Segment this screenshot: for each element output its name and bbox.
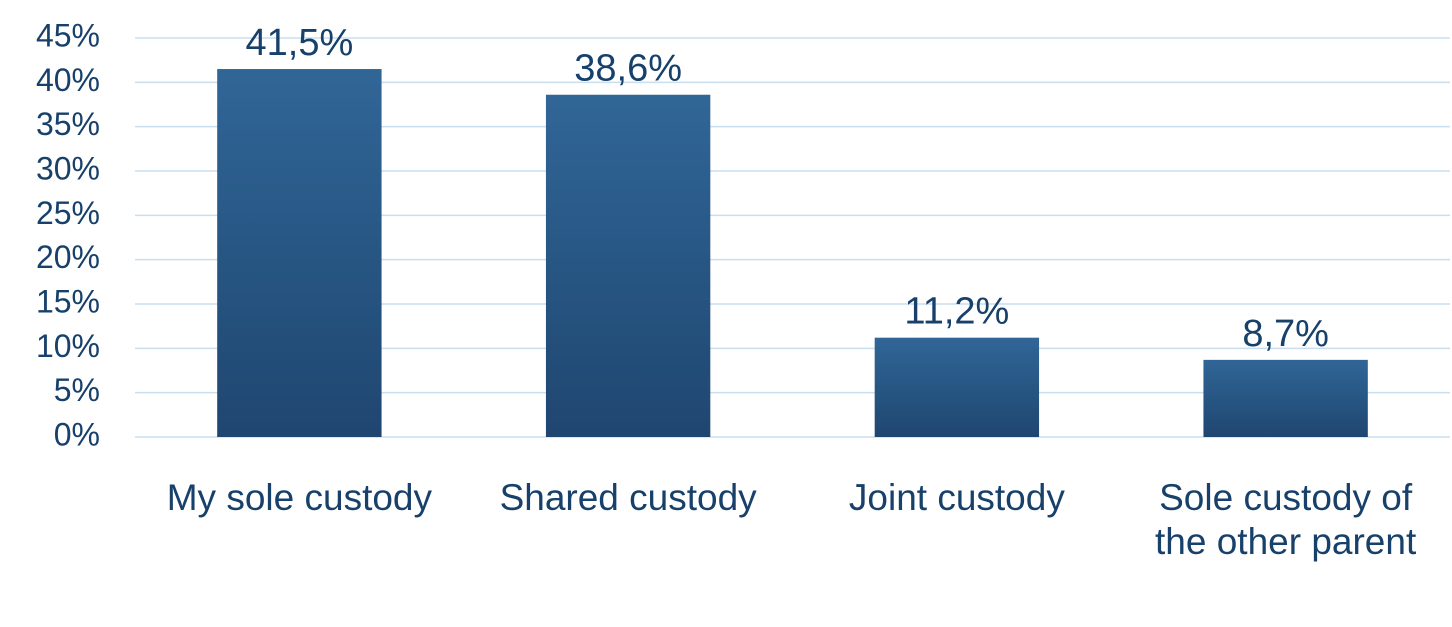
value-label: 8,7%	[1242, 313, 1329, 355]
y-tick-label: 5%	[54, 372, 100, 408]
category-line: the other parent	[1155, 521, 1417, 562]
x-tick-label: Joint custody	[849, 477, 1065, 518]
bar	[874, 337, 1040, 437]
bar	[1203, 359, 1368, 437]
y-tick-label: 10%	[36, 328, 100, 364]
y-tick-label: 20%	[36, 239, 100, 275]
category-line: Joint custody	[849, 477, 1065, 518]
y-tick-label: 45%	[36, 17, 100, 53]
category-line: Sole custody of	[1159, 477, 1413, 518]
x-tick-label: Sole custody of the other parent	[1155, 477, 1417, 562]
bar	[545, 94, 711, 437]
y-tick-label: 25%	[36, 195, 100, 231]
y-tick-label: 30%	[36, 150, 100, 186]
value-label: 41,5%	[246, 22, 354, 64]
x-tick-label: Shared custody	[500, 477, 758, 518]
y-tick-label: 35%	[36, 106, 100, 142]
bar	[217, 69, 382, 438]
y-tick-label: 0%	[54, 416, 100, 452]
value-label: 11,2%	[904, 291, 1009, 333]
value-label: 38,6%	[574, 48, 682, 90]
x-tick-label: My sole custody	[167, 477, 433, 518]
y-tick-label: 40%	[36, 62, 100, 98]
category-line: Shared custody	[500, 477, 758, 518]
y-tick-label: 15%	[36, 283, 100, 319]
category-line: My sole custody	[167, 477, 433, 518]
